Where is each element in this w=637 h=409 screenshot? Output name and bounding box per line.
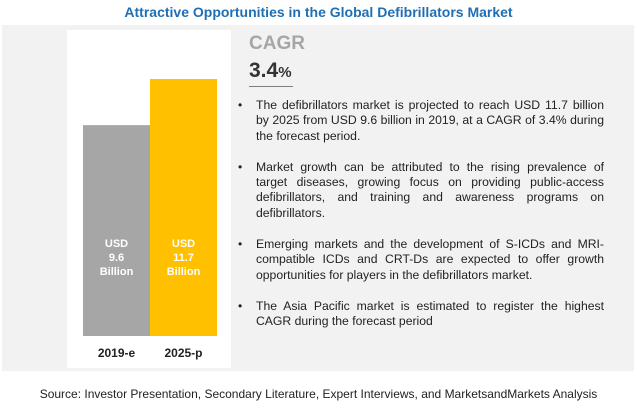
source-note: Source: Investor Presentation, Secondary… [39,387,598,401]
cagr-value: 3.4% [249,58,305,86]
bar-data-label: USD [105,238,128,250]
x-tick-label: 2019-e [98,346,136,360]
cagr-label: CAGR [249,33,305,54]
bar-2025-p [150,79,217,336]
bar-data-label: Billion [167,266,201,278]
page-title: Attractive Opportunities in the Global D… [124,4,513,20]
cagr-divider [249,86,293,87]
finding-item: Emerging markets and the development of … [236,237,604,283]
bar-data-label: 9.6 [109,252,124,264]
cagr-unit: % [278,64,292,81]
bar-data-label: Billion [100,266,134,278]
cagr-box: CAGR 3.4% [249,34,305,86]
bar-data-label: USD [172,238,195,250]
finding-item: Market growth can be attributed to the r… [236,160,604,221]
x-tick-label: 2025-p [164,346,202,360]
bar-2019-e [83,125,150,336]
finding-item: The Asia Pacific market is estimated to … [236,299,604,330]
key-findings-list: The defibrillators market is projected t… [236,98,604,346]
bar-data-label: 11.7 [173,252,194,264]
finding-item: The defibrillators market is projected t… [236,98,604,144]
cagr-number: 3.4 [249,59,279,82]
